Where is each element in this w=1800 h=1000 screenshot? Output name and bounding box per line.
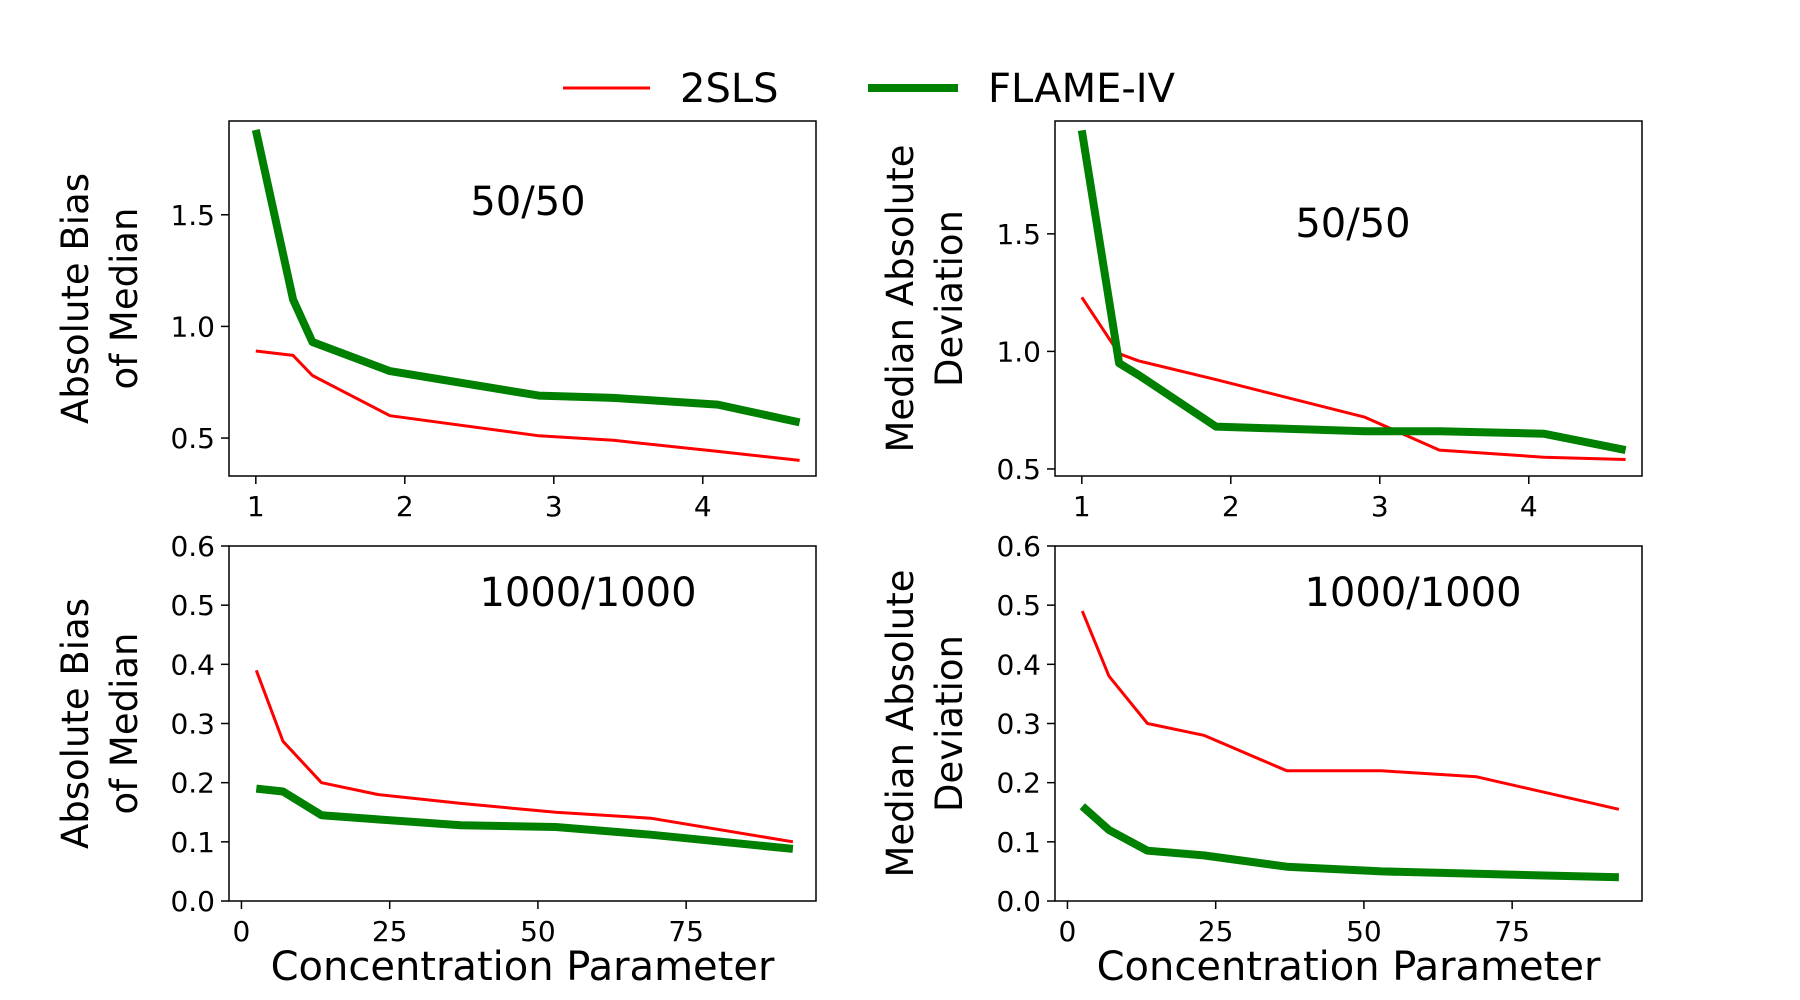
series-line-flame-iv [255,784,794,853]
subplot-3: 0 25 50 75 0.0 0.1 0.2 0.3 0.4 0.5 0.6 1000/1000 Abs… [54,530,817,990]
series-line-2sls [1080,610,1620,811]
y-tick-label: 1.5 [170,199,215,232]
subplot-4: 0 25 50 75 0.0 0.1 0.2 0.3 0.4 0.5 0.6 1000/1000 Med… [879,530,1643,990]
y-tick-label: 0.6 [996,530,1041,563]
y-tick-label: 0.4 [170,648,215,681]
legend-label-flame-iv: FLAME-IV [988,66,1176,112]
y-tick-label: 0.1 [996,826,1041,859]
y-tick-label: 0.5 [996,453,1041,486]
y-tick-label: 0.5 [996,589,1041,622]
x-tick-label: 50 [1346,915,1382,948]
y-axis-label-line-2: of Median [103,207,146,389]
legend-label-2sls: 2SLS [680,66,779,112]
x-tick-label: 2 [396,490,414,523]
x-tick-label: 25 [372,915,408,948]
series-line-2sls [1080,296,1626,461]
plot-frame [1054,120,1643,477]
series-line-flame-iv [1079,803,1619,882]
series-line-2sls [255,349,800,462]
x-tick-label: 1 [1073,490,1091,523]
panel-annotation: 50/50 [1295,201,1410,247]
subplot-2: 1 2 3 4 0.5 1.0 1.5 50/50 Median Absolute Deviati… [879,120,1643,523]
y-tick-label: 0.5 [170,422,215,455]
x-axis-label: Concentration Parameter [1097,944,1601,990]
x-tick-label: 75 [668,915,704,948]
y-axis-label-line-1: Median Absolute [879,144,922,452]
y-axis-label-line-2: of Median [103,632,146,814]
legend: 2SLS FLAME-IV [563,66,1176,112]
y-tick-label: 0.0 [996,885,1041,918]
x-tick-label: 3 [1371,490,1389,523]
x-tick-label: 1 [247,490,265,523]
y-tick-label: 0.0 [170,885,215,918]
y-axis-label-line-1: Absolute Bias [54,173,97,424]
x-tick-label: 3 [545,490,563,523]
series-line-flame-iv [1077,129,1627,455]
y-tick-label: 0.5 [170,589,215,622]
series-line-2sls [254,669,794,844]
x-tick-label: 0 [233,915,251,948]
x-tick-label: 4 [694,490,712,523]
x-tick-label: 0 [1059,915,1077,948]
y-tick-label: 0.6 [170,530,215,563]
panel-annotation: 1000/1000 [479,570,696,616]
y-axis-label-line-1: Median Absolute [879,569,922,877]
y-axis-label-line-2: Deviation [928,635,971,812]
y-tick-label: 0.2 [996,767,1041,800]
y-axis-label-line-1: Absolute Bias [54,598,97,849]
x-tick-label: 75 [1494,915,1530,948]
y-tick-label: 1.0 [170,310,215,343]
x-tick-label: 50 [520,915,556,948]
y-tick-label: 1.5 [996,218,1041,251]
y-tick-label: 0.3 [996,708,1041,741]
x-axis-label: Concentration Parameter [271,944,775,990]
y-tick-label: 0.3 [170,708,215,741]
y-tick-label: 0.1 [170,826,215,859]
panel-annotation: 1000/1000 [1304,570,1521,616]
panel-annotation: 50/50 [470,179,585,225]
y-tick-label: 0.2 [170,767,215,800]
x-tick-label: 2 [1222,490,1240,523]
plot-frame [228,120,817,477]
y-tick-label: 0.4 [996,648,1041,681]
y-axis-label-line-2: Deviation [928,210,971,387]
y-tick-label: 1.0 [996,335,1041,368]
x-tick-label: 25 [1198,915,1234,948]
series-line-flame-iv [251,129,801,427]
subplot-1: 1 2 3 4 0.5 1.0 1.5 50/50 Absolute Bias of Median [54,120,817,523]
x-tick-label: 4 [1520,490,1538,523]
